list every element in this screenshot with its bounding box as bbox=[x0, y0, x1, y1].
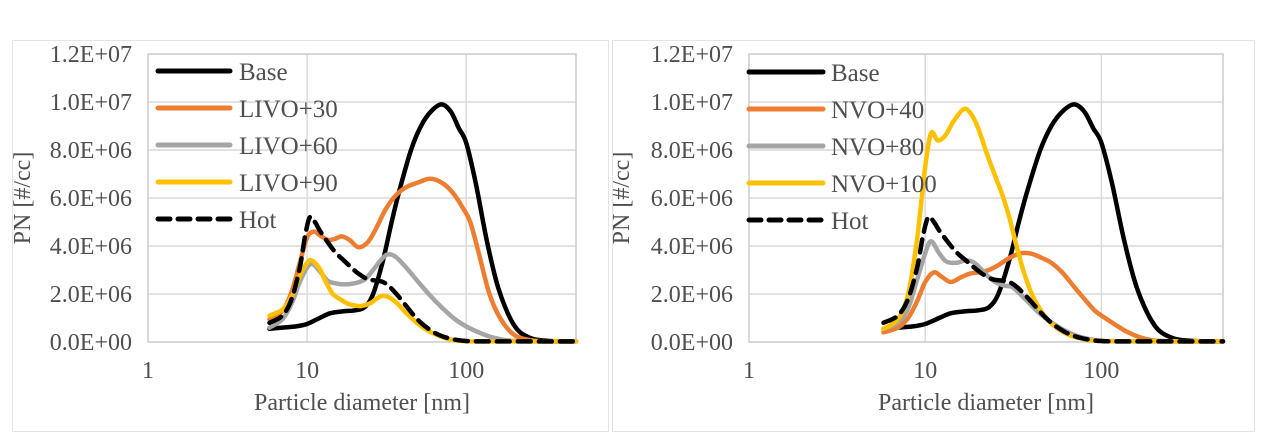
legend-item-livo-90: LIVO+90 bbox=[155, 170, 338, 197]
series-line-hot bbox=[267, 214, 579, 344]
axis-title-x: Particle diameter [nm] bbox=[254, 390, 470, 416]
y-tick-label: 6.0E+06 bbox=[651, 186, 733, 212]
y-tick-label: 6.0E+06 bbox=[50, 186, 132, 212]
axis-title-y: PN [#/cc] bbox=[613, 152, 635, 245]
legend-label-livo-60: LIVO+60 bbox=[239, 133, 338, 160]
legend-item-nvo-40: NVO+40 bbox=[746, 97, 924, 124]
legend-label-hot: Hot bbox=[239, 207, 277, 234]
chart-svg-nvo: 1 10 100 0.0E+00 2.0E+06 4.0E+06 6.0E+06 8.0E+0… bbox=[613, 42, 1226, 416]
legend-label-nvo-80: NVO+80 bbox=[831, 134, 924, 161]
series-line-livo-30 bbox=[267, 176, 579, 344]
legend-label-nvo-100: NVO+100 bbox=[831, 171, 937, 198]
y-tick-label: 2.0E+06 bbox=[50, 282, 132, 308]
legend-label-base: Base bbox=[239, 59, 288, 86]
legend-item-hot: Hot bbox=[155, 207, 277, 234]
y-tick-label: 0.0E+00 bbox=[50, 330, 132, 356]
series-line-hot bbox=[881, 214, 1226, 344]
x-tick-label: 100 bbox=[448, 358, 484, 384]
x-tick-label: 10 bbox=[913, 358, 937, 384]
y-tick-label: 1.2E+07 bbox=[50, 42, 132, 68]
legend-label-nvo-40: NVO+40 bbox=[831, 97, 924, 124]
chart-frame-right-nvo: 1 10 100 0.0E+00 2.0E+06 4.0E+06 6.0E+06 8.0E+0… bbox=[612, 40, 1255, 432]
series-line-livo-90 bbox=[267, 257, 579, 344]
chart-frame-left-livo: 1 10 100 0.0E+00 2.0E+06 4.0E+06 6.0E+06 8.0E+0… bbox=[12, 40, 609, 432]
legend-item-livo-60: LIVO+60 bbox=[155, 133, 338, 160]
legend-label-livo-30: LIVO+30 bbox=[239, 96, 338, 123]
y-tick-label: 2.0E+06 bbox=[651, 282, 733, 308]
plot-border bbox=[748, 53, 1224, 343]
y-tick-label: 4.0E+06 bbox=[50, 234, 132, 260]
legend-item-nvo-80: NVO+80 bbox=[746, 134, 924, 161]
legend-item-base: Base bbox=[155, 59, 288, 86]
series-line-nvo-40 bbox=[881, 250, 1226, 344]
y-tick-label: 1.2E+07 bbox=[651, 42, 733, 68]
x-tick-label: 1 bbox=[743, 358, 755, 384]
series-line-base bbox=[881, 102, 1226, 344]
series-line-nvo-100 bbox=[881, 106, 1226, 344]
x-tick-label: 10 bbox=[295, 358, 319, 384]
series-line-livo-60 bbox=[267, 251, 579, 344]
legend-label-hot: Hot bbox=[831, 208, 869, 235]
x-tick-label: 1 bbox=[142, 358, 154, 384]
legend-label-base: Base bbox=[831, 60, 880, 87]
y-tick-label: 1.0E+07 bbox=[50, 90, 132, 116]
y-tick-label: 8.0E+06 bbox=[651, 138, 733, 164]
legend-item-livo-30: LIVO+30 bbox=[155, 96, 338, 123]
legend-label-livo-90: LIVO+90 bbox=[239, 170, 338, 197]
plot-border bbox=[147, 53, 577, 343]
axis-title-y: PN [#/cc] bbox=[13, 152, 36, 245]
y-tick-label: 8.0E+06 bbox=[50, 138, 132, 164]
series-line-base bbox=[267, 102, 579, 344]
chart-svg-livo: 1 10 100 0.0E+00 2.0E+06 4.0E+06 6.0E+06 8.0E+0… bbox=[13, 42, 579, 416]
legend-item-hot: Hot bbox=[746, 208, 869, 235]
legend-item-base: Base bbox=[746, 60, 880, 87]
legend-item-nvo-100: NVO+100 bbox=[746, 171, 937, 198]
axis-title-x: Particle diameter [nm] bbox=[878, 390, 1094, 416]
y-tick-label: 1.0E+07 bbox=[651, 90, 733, 116]
y-tick-label: 0.0E+00 bbox=[651, 330, 733, 356]
y-tick-label: 4.0E+06 bbox=[651, 234, 733, 260]
x-tick-label: 100 bbox=[1083, 358, 1119, 384]
